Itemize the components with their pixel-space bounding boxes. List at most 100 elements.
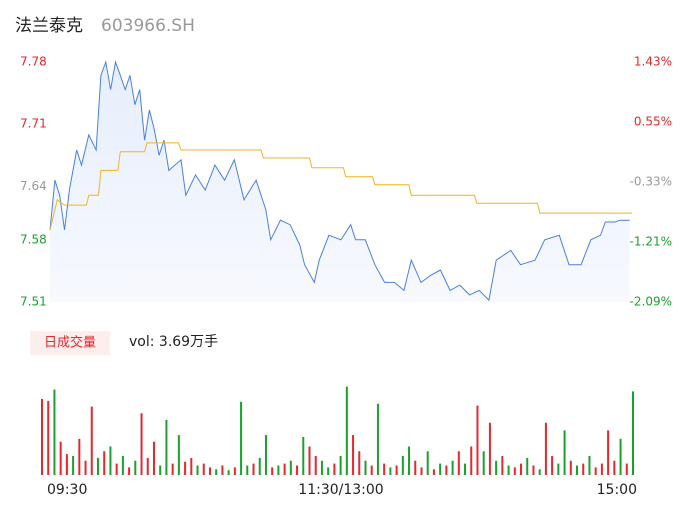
volume-bar xyxy=(134,460,137,475)
volume-bar xyxy=(376,403,379,475)
legend-label: 日成交量 xyxy=(44,335,96,351)
volume-bar xyxy=(551,456,554,475)
volume-bar xyxy=(264,435,267,475)
volume-bar xyxy=(302,437,305,475)
volume-bar xyxy=(190,457,193,475)
volume-bar xyxy=(196,465,199,475)
y2-tick-label: -0.33% xyxy=(630,175,672,189)
y2-tick-label: -2.09% xyxy=(630,295,672,309)
volume-bar xyxy=(240,401,243,475)
volume-bar xyxy=(532,465,535,475)
volume-bar xyxy=(184,461,187,475)
y-tick-label: 7.58 xyxy=(20,232,47,246)
volume-bar xyxy=(271,467,274,475)
stock-code: 603966.SH xyxy=(101,16,195,36)
volume-bar xyxy=(457,451,460,475)
volume-bar xyxy=(507,465,510,475)
volume-bar xyxy=(576,465,579,475)
volume-bar xyxy=(625,463,628,475)
volume-bar xyxy=(221,465,224,475)
volume-bar xyxy=(445,465,448,475)
price-area xyxy=(50,62,630,302)
volume-bar xyxy=(439,463,442,475)
volume-bar xyxy=(333,463,336,475)
volume-bar xyxy=(600,463,603,475)
volume-bar xyxy=(115,463,118,475)
volume-bar xyxy=(109,446,112,475)
volume-bar xyxy=(314,456,317,475)
volume-bar xyxy=(352,435,355,475)
volume-bar xyxy=(414,460,417,475)
y-tick-label: 7.51 xyxy=(20,295,47,309)
volume-bar xyxy=(283,463,286,475)
volume-bar xyxy=(277,465,280,475)
volume-bar xyxy=(358,451,361,475)
volume-bar xyxy=(121,456,124,475)
volume-bar xyxy=(613,460,616,475)
x-tick-label: 11:30/13:00 xyxy=(298,482,383,498)
volume-summary: vol: 3.69万手 xyxy=(129,334,218,350)
volume-bar xyxy=(588,456,591,475)
volume-bar xyxy=(47,400,50,475)
volume-bar xyxy=(202,463,205,475)
volume-bar xyxy=(227,470,230,475)
volume-bar xyxy=(159,465,162,475)
volume-bar xyxy=(59,441,62,475)
volume-bar xyxy=(41,399,43,475)
volume-bar xyxy=(103,451,106,475)
volume-bar xyxy=(432,469,435,475)
volume-bar xyxy=(395,465,398,475)
volume-bar xyxy=(233,467,236,475)
volume-bar xyxy=(482,451,485,475)
volume-bar xyxy=(152,441,155,475)
volume-bar xyxy=(140,413,143,475)
volume-bar xyxy=(563,430,566,475)
volume-bar xyxy=(569,460,572,475)
volume-bar xyxy=(607,430,610,475)
volume-bar xyxy=(252,463,255,475)
volume-bar xyxy=(96,457,99,475)
x-tick-label: 09:30 xyxy=(47,482,87,498)
volume-bar xyxy=(308,446,311,475)
x-tick-label: 15:00 xyxy=(597,482,637,498)
volume-bar xyxy=(426,451,429,475)
volume-bar xyxy=(501,456,504,475)
volume-bar xyxy=(383,463,386,475)
volume-bar xyxy=(246,465,249,475)
volume-bar xyxy=(495,460,498,475)
y2-tick-label: 0.55% xyxy=(634,115,672,129)
volume-bar xyxy=(296,465,299,475)
volume-bar xyxy=(408,446,411,475)
volume-bar xyxy=(619,438,622,475)
y2-tick-label: -1.21% xyxy=(630,235,672,249)
volume-bar xyxy=(177,435,180,475)
volume-bar xyxy=(327,467,330,475)
volume-bar xyxy=(538,469,541,475)
volume-bar xyxy=(476,405,479,475)
volume-bar xyxy=(90,406,93,475)
volume-bar xyxy=(370,465,373,475)
volume-bar xyxy=(53,389,56,475)
volume-bar xyxy=(513,467,516,475)
volume-bar xyxy=(470,446,473,475)
volume-bar xyxy=(632,391,634,475)
volume-bar xyxy=(526,457,529,475)
volume-bar xyxy=(289,460,292,475)
y-tick-label: 7.71 xyxy=(20,117,47,131)
volume-bar xyxy=(78,438,81,475)
volume-bar xyxy=(65,454,68,475)
volume-bar xyxy=(128,467,131,475)
volume-bar xyxy=(339,456,342,475)
y-tick-label: 7.64 xyxy=(20,179,47,193)
volume-bar xyxy=(594,467,597,475)
volume-bar xyxy=(451,460,454,475)
volume-bar xyxy=(488,422,491,475)
volume-bar xyxy=(582,463,585,475)
volume-bar xyxy=(364,460,367,475)
volume-bar xyxy=(420,467,423,475)
volume-bar xyxy=(208,467,211,475)
stock-name: 法兰泰克 xyxy=(15,16,83,36)
volume-bar xyxy=(389,467,392,475)
volume-bar xyxy=(520,463,523,475)
